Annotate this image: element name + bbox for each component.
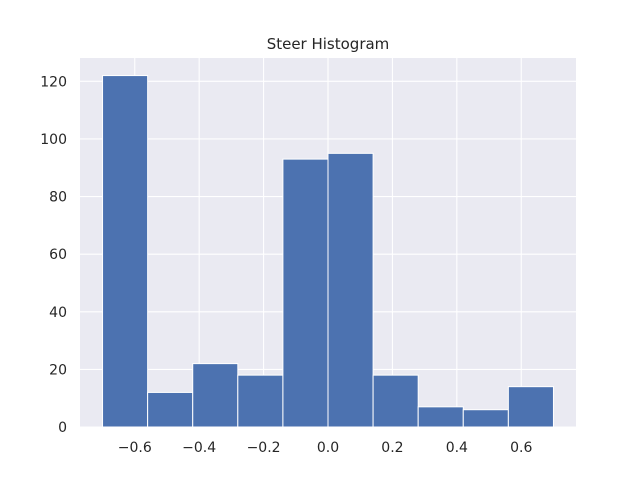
histogram-bar bbox=[462, 409, 509, 428]
histogram-bar bbox=[147, 391, 194, 428]
y-tick-label: 0 bbox=[58, 420, 67, 436]
y-tick-label: 80 bbox=[49, 190, 67, 206]
x-tick-label: 0.6 bbox=[510, 440, 532, 456]
histogram-bar bbox=[327, 152, 374, 428]
y-tick-label: 120 bbox=[40, 74, 67, 90]
x-tick-label: −0.6 bbox=[118, 440, 152, 456]
y-axis-ticks: 0 20 40 60 80 100 120 bbox=[40, 74, 67, 436]
x-tick-label: 0.0 bbox=[317, 440, 339, 456]
chart-title: Steer Histogram bbox=[267, 35, 390, 53]
histogram-bar bbox=[372, 374, 419, 428]
histogram-bar bbox=[417, 406, 464, 428]
x-tick-label: −0.4 bbox=[182, 440, 216, 456]
x-tick-label: 0.4 bbox=[446, 440, 468, 456]
y-tick-label: 60 bbox=[49, 247, 67, 263]
y-tick-label: 40 bbox=[49, 305, 67, 321]
histogram-bar bbox=[507, 386, 554, 428]
x-tick-label: −0.2 bbox=[247, 440, 281, 456]
x-axis-ticks: −0.6 −0.4 −0.2 0.0 0.2 0.4 0.6 bbox=[118, 440, 533, 456]
y-tick-label: 100 bbox=[40, 132, 67, 148]
histogram-bars bbox=[102, 75, 554, 428]
histogram-bar bbox=[282, 158, 329, 428]
y-tick-label: 20 bbox=[49, 362, 67, 378]
histogram-bar bbox=[237, 374, 284, 428]
histogram-bar bbox=[102, 75, 149, 428]
x-tick-label: 0.2 bbox=[381, 440, 403, 456]
histogram-bar bbox=[192, 363, 239, 428]
